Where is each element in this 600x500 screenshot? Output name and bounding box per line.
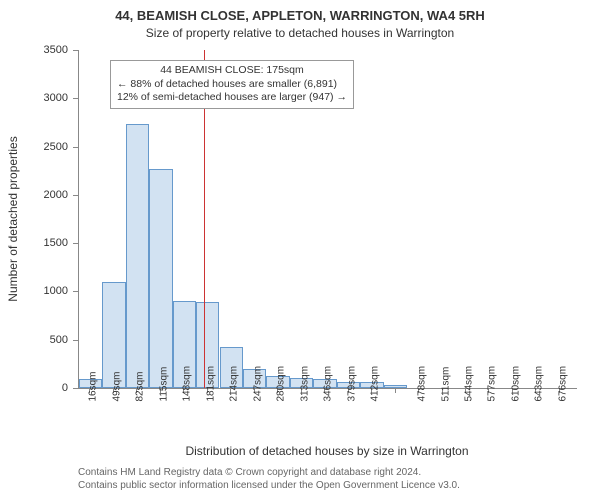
attribution-line-2: Contains public sector information licen…	[78, 479, 460, 492]
chart-title: 44, BEAMISH CLOSE, APPLETON, WARRINGTON,…	[0, 8, 600, 23]
annotation-box: 44 BEAMISH CLOSE: 175sqm ← 88% of detach…	[110, 60, 354, 109]
y-tick-label: 2000	[0, 189, 68, 201]
y-tick-label: 3000	[0, 92, 68, 104]
annotation-line-2: ← 88% of detached houses are smaller (6,…	[117, 78, 347, 92]
annotation-line-3: 12% of semi-detached houses are larger (…	[117, 91, 347, 105]
y-tick-label: 1000	[0, 285, 68, 297]
annotation-line-1: 44 BEAMISH CLOSE: 175sqm	[117, 64, 347, 78]
y-axis-label: Number of detached properties	[6, 136, 20, 301]
histogram-bar	[384, 385, 407, 388]
y-tick-label: 3500	[0, 44, 68, 56]
chart-container: { "title": "44, BEAMISH CLOSE, APPLETON,…	[0, 0, 600, 500]
y-tick-label: 0	[0, 382, 68, 394]
attribution-line-1: Contains HM Land Registry data © Crown c…	[78, 466, 460, 479]
histogram-bar	[149, 169, 172, 388]
y-tick-label: 500	[0, 334, 68, 346]
x-axis-label: Distribution of detached houses by size …	[78, 444, 576, 458]
y-tick-label: 2500	[0, 141, 68, 153]
x-tick-mark	[395, 388, 396, 393]
histogram-bar	[126, 124, 149, 388]
attribution-text: Contains HM Land Registry data © Crown c…	[78, 466, 460, 492]
chart-subtitle: Size of property relative to detached ho…	[0, 26, 600, 40]
y-tick-label: 1500	[0, 237, 68, 249]
